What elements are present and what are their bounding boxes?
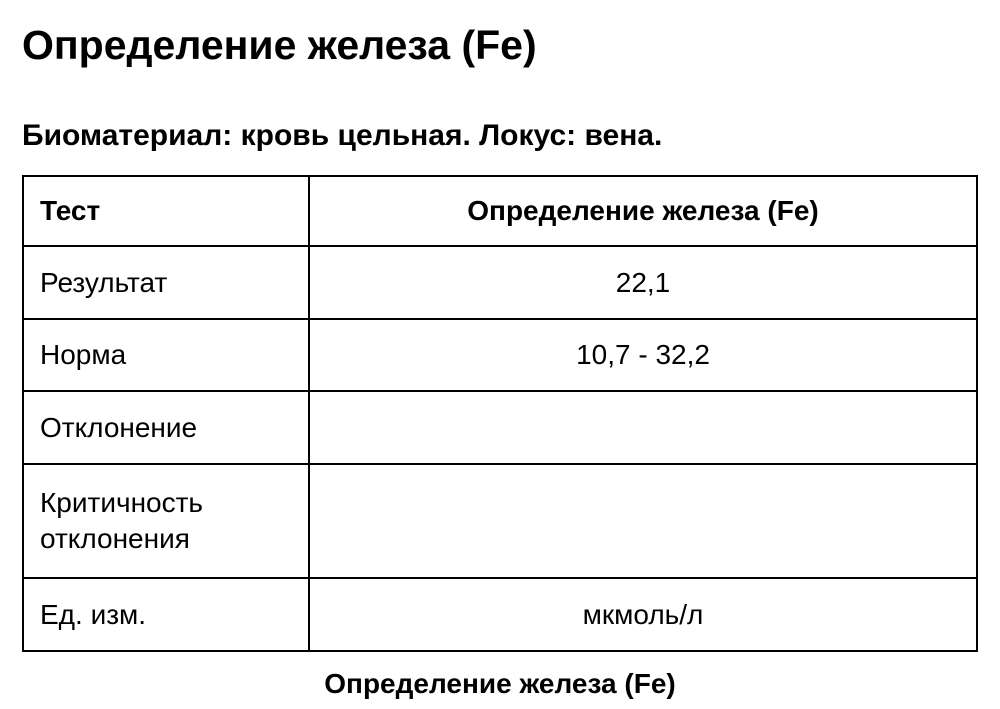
- row-label: Ед. изм.: [22, 577, 310, 652]
- subtitle: Биоматериал: кровь цельная. Локус: вена.: [22, 119, 663, 152]
- row-label: Результат: [22, 245, 310, 320]
- row-label: Критичность отклонения: [22, 463, 310, 579]
- row-label: Норма: [22, 318, 310, 392]
- row-value: мкмоль/л: [308, 577, 978, 652]
- table-caption: Определение железа (Fe): [324, 668, 676, 699]
- row-value: [308, 390, 978, 465]
- row-value: 10,7 - 32,2: [308, 318, 978, 392]
- header-test-cell: Тест: [22, 175, 310, 247]
- table-row: Результат 22,1: [22, 245, 978, 320]
- table-row: Отклонение: [22, 390, 978, 465]
- row-label: Отклонение: [22, 390, 310, 465]
- row-value: [308, 463, 978, 579]
- table-row: Ед. изм. мкмоль/л: [22, 577, 978, 652]
- table-row: Норма 10,7 - 32,2: [22, 318, 978, 392]
- results-table: Тест Определение железа (Fe) Результат 2…: [22, 175, 978, 652]
- row-value: 22,1: [308, 245, 978, 320]
- page-title: Определение железа (Fe): [22, 22, 537, 68]
- header-value-cell: Определение железа (Fe): [308, 175, 978, 247]
- table-header-row: Тест Определение железа (Fe): [22, 175, 978, 247]
- table-row: Критичность отклонения: [22, 463, 978, 579]
